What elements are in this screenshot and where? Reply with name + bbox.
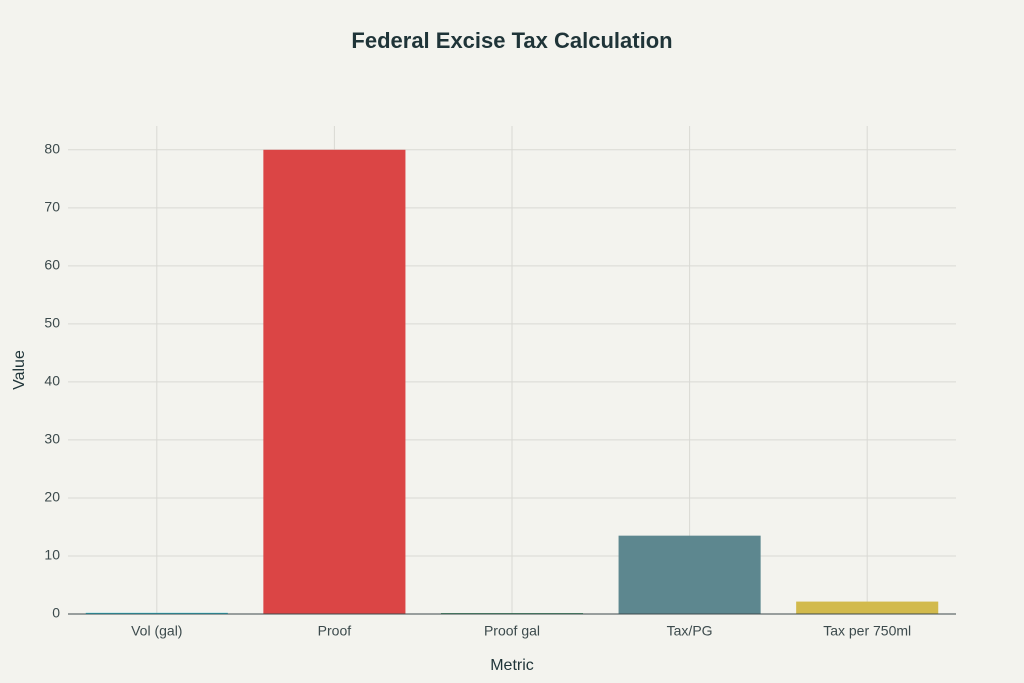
y-tick-label: 30 <box>44 431 60 447</box>
y-tick-label: 70 <box>44 199 60 215</box>
chart-title: Federal Excise Tax Calculation <box>351 28 672 53</box>
bar <box>263 149 406 615</box>
y-axis-label: Value <box>11 350 28 390</box>
x-tick-label: Tax per 750ml <box>823 623 911 639</box>
y-tick-label: 40 <box>44 373 60 389</box>
y-tick-label: 10 <box>44 547 60 563</box>
bar <box>796 601 939 614</box>
x-tick-label: Vol (gal) <box>131 623 182 639</box>
x-axis-label: Metric <box>490 657 534 674</box>
y-tick-label: 20 <box>44 489 60 505</box>
x-tick-label: Tax/PG <box>667 623 713 639</box>
y-tick-label: 50 <box>44 315 60 331</box>
bar <box>85 612 228 614</box>
x-tick-label: Proof gal <box>484 623 540 639</box>
y-tick-label: 80 <box>44 140 60 156</box>
x-tick-label: Proof <box>318 623 352 639</box>
bar <box>618 535 761 614</box>
y-tick-label: 0 <box>52 605 60 621</box>
y-tick-label: 60 <box>44 257 60 273</box>
